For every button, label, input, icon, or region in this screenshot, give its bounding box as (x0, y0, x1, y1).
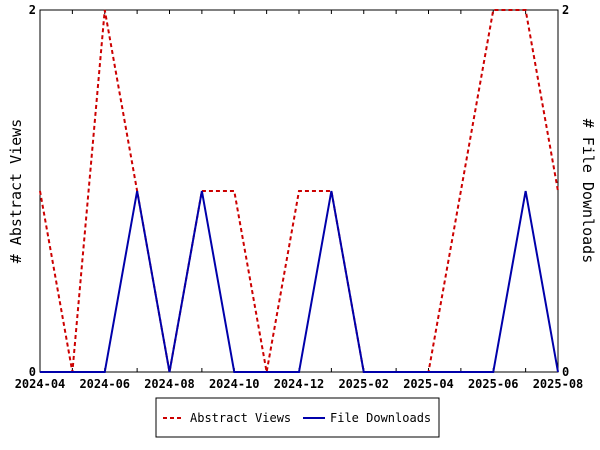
x-tick-label: 2025-04 (403, 377, 454, 391)
x-tick-label: 2024-08 (144, 377, 195, 391)
series-line-file-downloads (40, 190, 559, 373)
series-layer (39, 9, 559, 373)
x-tick-label: 2025-02 (338, 377, 389, 391)
x-tick-label: 2024-10 (209, 377, 260, 391)
legend-label-abstract-views: Abstract Views (190, 411, 291, 425)
y-axis-title-left: # Abstract Views (7, 119, 25, 264)
y-tick-label-right: 0 (562, 365, 569, 379)
y-tick-label-left: 2 (29, 3, 36, 17)
y-axis-title-right: # File Downloads (579, 119, 597, 264)
y-tick-label-left: 0 (29, 365, 36, 379)
x-tick-label: 2024-12 (274, 377, 325, 391)
x-tick-label: 2025-06 (468, 377, 519, 391)
series-line-abstract-views (39, 9, 559, 373)
x-tick-label: 2024-06 (79, 377, 130, 391)
y-tick-label-right: 2 (562, 3, 569, 17)
legend-label-file-downloads: File Downloads (330, 411, 431, 425)
legend: Abstract Views File Downloads (155, 397, 440, 438)
y-axes: 0 2 0 2 (29, 3, 569, 379)
x-tick-label: 2025-08 (533, 377, 584, 391)
x-axis: 2024-04 2024-06 2024-08 2024-10 2024-12 2025-… (15, 10, 584, 391)
legend-box (155, 397, 440, 438)
x-tick-label: 2024-04 (15, 377, 66, 391)
